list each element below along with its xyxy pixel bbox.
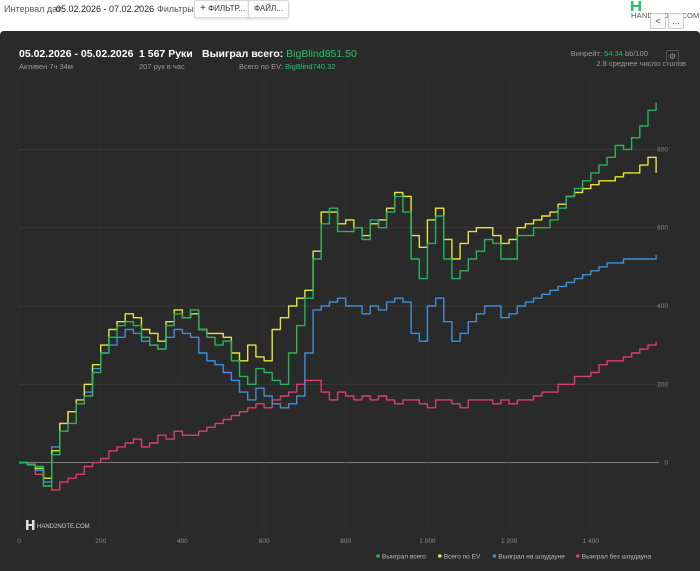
avg-tables: 2.8 среднее число столов: [596, 59, 686, 68]
series-line: [19, 102, 657, 487]
x-tick-label: 1 000: [419, 538, 436, 545]
hands-count: 1 567 Руки: [139, 48, 193, 60]
active-time: Активен 7ч 34м: [19, 62, 73, 71]
more-button[interactable]: ...: [668, 13, 684, 29]
graph-panel: 05.02.2026 - 05.02.2026 Активен 7ч 34м 1…: [0, 31, 700, 571]
legend-dot: [492, 554, 497, 558]
y-tick-label: 800: [657, 146, 668, 153]
winrate-unit: bb/100: [625, 49, 648, 58]
hands-per-hour: 207 рук в час: [139, 62, 185, 71]
back-button[interactable]: <: [650, 13, 666, 29]
x-tick-label: 800: [340, 538, 351, 545]
y-tick-label: 200: [657, 381, 668, 388]
x-tick-label: 400: [177, 538, 188, 545]
won-value: BigBlind851.50: [286, 48, 357, 60]
won-total: Выиграл всего: BigBlind851.50: [202, 48, 357, 60]
date-range: 05.02.2026 - 05.02.2026: [19, 48, 134, 60]
winrate: Винрейт: 54.34 bb/100: [571, 49, 648, 58]
watermark-text: HAND2NOTE.COM: [37, 524, 90, 530]
x-tick-label: 0: [17, 538, 21, 545]
gear-icon[interactable]: ⚙: [666, 50, 679, 63]
won-label: Выиграл всего:: [202, 48, 284, 60]
chevron-left-icon: <: [655, 16, 661, 26]
x-tick-label: 600: [259, 538, 270, 545]
y-tick-label: 0: [664, 460, 668, 467]
files-button-label: ФАЙЛ...: [254, 4, 283, 13]
legend-dot: [438, 554, 442, 558]
x-tick-label: 200: [95, 538, 106, 545]
series-line: [19, 341, 657, 491]
x-tick-label: 1 400: [583, 538, 600, 545]
filter-button-label: ФИЛЬТР...: [208, 4, 245, 13]
hand2note-watermark-icon: [26, 520, 35, 530]
profit-chart: 0 200 400 600 800 0 200 400 600 800 1 000 1 200 1 40…: [17, 79, 668, 561]
legend-label: Выиграл всего: [382, 554, 426, 561]
interval-label: Интервал дат:: [4, 4, 64, 14]
legend-label: Всего по EV: [444, 554, 481, 561]
y-tick-label: 600: [657, 225, 668, 232]
plus-icon: +: [200, 3, 206, 14]
x-tick-label: 1 200: [501, 538, 518, 545]
interval-value[interactable]: 05.02.2026 - 07.02.2026: [56, 4, 155, 14]
ev-value: BigBlind740.32: [284, 62, 336, 71]
filters-label: Фильтры:: [157, 4, 197, 14]
series-line: [19, 156, 657, 479]
legend-dot: [576, 554, 580, 558]
legend-dot: [376, 554, 380, 558]
watermark: HAND2NOTE.COM: [26, 520, 90, 530]
toolbar: Интервал дат: 05.02.2026 - 07.02.2026 ▾ …: [0, 0, 700, 30]
legend-label: Выиграл без шоудауна: [582, 553, 652, 561]
files-button[interactable]: ФАЙЛ...: [248, 0, 289, 18]
y-tick-label: 400: [657, 303, 668, 310]
winrate-label: Винрейт:: [570, 49, 603, 58]
winrate-value: 54.34: [604, 49, 623, 58]
filter-button[interactable]: + ФИЛЬТР...: [194, 0, 251, 18]
more-icon: ...: [672, 16, 680, 26]
hand2note-logo-icon: [631, 1, 641, 12]
ev-label: Всего по EV:: [239, 62, 283, 71]
ev-total: Всего по EV: BigBlind740.32: [239, 62, 335, 71]
series-line: [19, 255, 657, 483]
legend-label: Выиграл на шоудауне: [498, 554, 565, 561]
chevron-down-icon[interactable]: ▾: [138, 3, 143, 12]
